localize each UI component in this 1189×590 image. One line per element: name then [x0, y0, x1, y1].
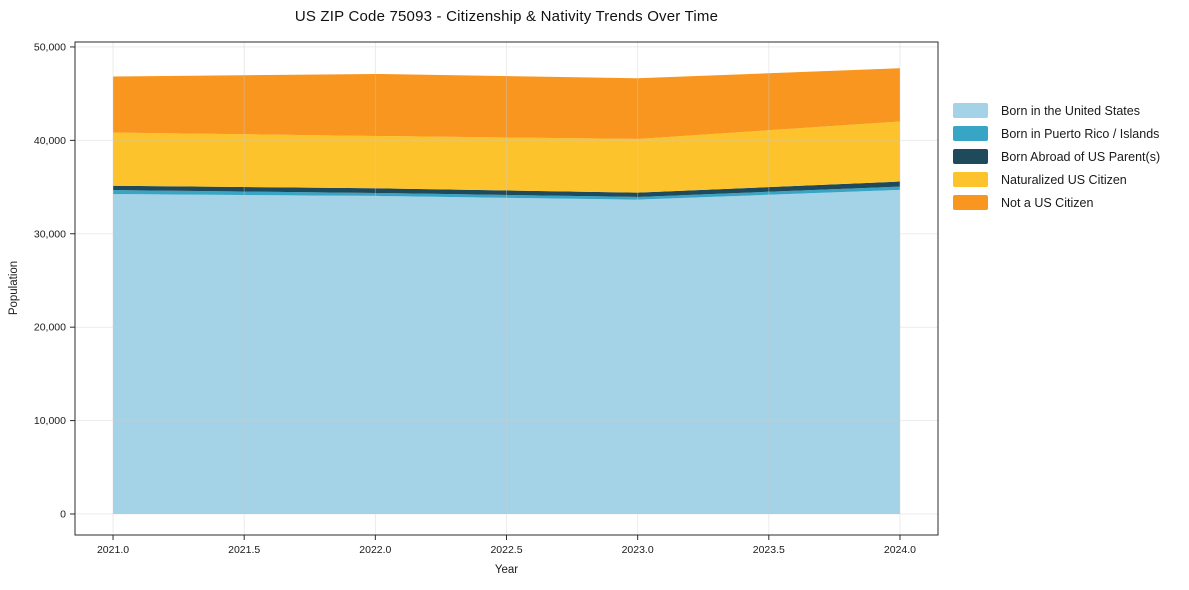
area-series-4 — [113, 68, 900, 139]
legend-label: Born in Puerto Rico / Islands — [1001, 126, 1160, 141]
legend-label: Not a US Citizen — [1001, 195, 1094, 210]
legend-label: Naturalized US Citizen — [1001, 172, 1127, 187]
legend-item-4: Not a US Citizen — [953, 195, 1160, 210]
area-series-0 — [113, 189, 900, 514]
x-tick-label: 2022.5 — [490, 544, 522, 556]
chart-title: US ZIP Code 75093 - Citizenship & Nativi… — [294, 8, 719, 25]
area-series-1 — [113, 186, 900, 200]
y-tick-label: 20,000 — [34, 322, 66, 334]
legend: Born in the United States Born in Puerto … — [953, 103, 1160, 210]
x-tick-label: 2021.5 — [228, 544, 260, 556]
y-tick-label: 50,000 — [34, 41, 66, 53]
legend-item-3: Naturalized US Citizen — [953, 172, 1160, 187]
x-tick-label: 2023.5 — [753, 544, 785, 556]
y-axis-label: Population — [8, 260, 20, 316]
y-tick-label: 40,000 — [34, 135, 66, 147]
legend-swatch-icon — [953, 126, 988, 141]
legend-swatch-icon — [953, 103, 988, 118]
legend-swatch-icon — [953, 172, 988, 187]
x-tick-label: 2024.0 — [884, 544, 916, 556]
legend-swatch-icon — [953, 149, 988, 164]
legend-label: Born in the United States — [1001, 103, 1140, 118]
y-tick-label: 10,000 — [34, 415, 66, 427]
legend-item-0: Born in the United States — [953, 103, 1160, 118]
legend-item-2: Born Abroad of US Parent(s) — [953, 149, 1160, 164]
area-series-3 — [113, 121, 900, 193]
legend-item-1: Born in Puerto Rico / Islands — [953, 126, 1160, 141]
x-axis-label: Year — [494, 564, 519, 576]
area-series-2 — [113, 181, 900, 197]
legend-label: Born Abroad of US Parent(s) — [1001, 149, 1161, 164]
x-tick-label: 2022.0 — [359, 544, 391, 556]
legend-swatch-icon — [953, 195, 988, 210]
y-tick-label: 0 — [60, 508, 66, 520]
x-tick-label: 2023.0 — [622, 544, 654, 556]
x-tick-label: 2021.0 — [97, 544, 129, 556]
y-tick-label: 30,000 — [34, 228, 66, 240]
